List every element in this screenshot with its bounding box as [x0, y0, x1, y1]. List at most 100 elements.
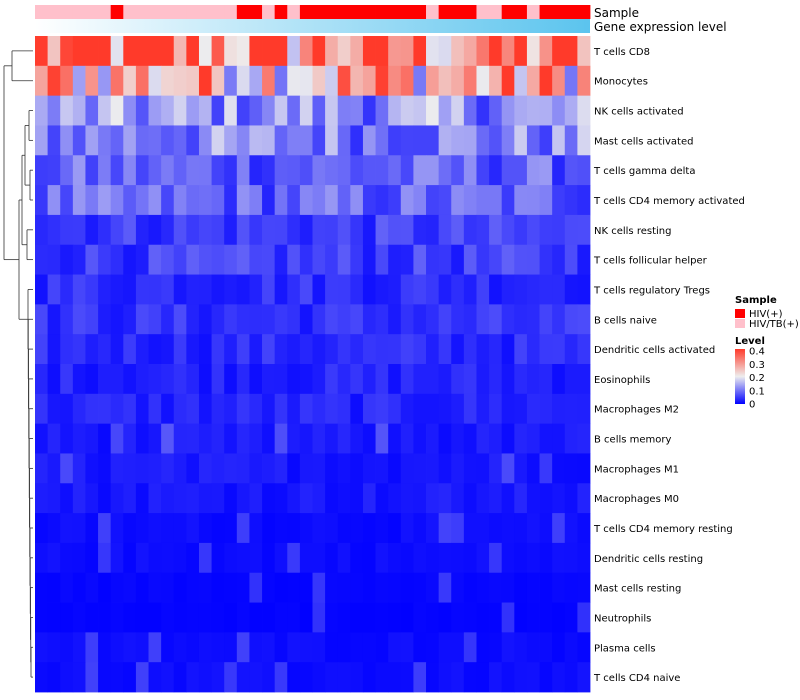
heatmap-cell: [224, 542, 238, 574]
heatmap-cell: [287, 95, 301, 126]
heatmap-cell: [198, 185, 212, 216]
heatmap-cell: [198, 334, 212, 365]
heatmap-cell: [110, 393, 124, 425]
heatmap-cell: [362, 483, 376, 514]
heatmap-cell: [148, 304, 162, 335]
heatmap-cell: [362, 364, 376, 395]
heatmap-cell: [110, 542, 124, 574]
heatmap-cell: [400, 453, 414, 484]
sample-annotation-cell: [514, 5, 528, 19]
heatmap-cell: [85, 244, 99, 275]
heatmap-cell: [224, 662, 238, 693]
heatmap-cell: [514, 244, 528, 275]
heatmap-cell: [161, 36, 175, 67]
heatmap-cell: [552, 662, 566, 693]
heatmap-cell: [463, 393, 477, 425]
heatmap-cell: [388, 274, 402, 305]
heatmap-cell: [564, 185, 578, 216]
heatmap-cell: [135, 95, 149, 126]
heatmap-cell: [47, 542, 61, 574]
legend-swatch-hiv-tb: [735, 319, 745, 328]
heatmap-cell: [476, 274, 490, 305]
heatmap-cell: [110, 244, 124, 275]
heatmap-cell: [438, 214, 452, 246]
heatmap-cell: [413, 214, 427, 246]
heatmap-cell: [60, 572, 74, 603]
heatmap-cell: [362, 65, 376, 97]
heatmap-cell: [98, 125, 112, 156]
heatmap-cell: [148, 334, 162, 365]
heatmap-cell: [173, 662, 187, 693]
heatmap-cell: [148, 364, 162, 395]
heatmap-cell: [552, 334, 566, 365]
heatmap-cell: [526, 572, 540, 603]
heatmap-cell: [148, 393, 162, 425]
heatmap-cell: [47, 453, 61, 484]
heatmap-cell: [526, 364, 540, 395]
heatmap-cell: [476, 393, 490, 425]
heatmap-cell: [186, 662, 200, 693]
heatmap-cell: [198, 36, 212, 67]
heatmap-cell: [501, 95, 515, 126]
heatmap-cell: [526, 304, 540, 335]
heatmap-cell: [60, 662, 74, 693]
heatmap-cell: [249, 632, 263, 663]
heatmap-cell: [211, 334, 225, 365]
heatmap-cell: [514, 304, 528, 335]
row-label: Eosinophils: [594, 375, 650, 386]
heatmap-cell: [72, 214, 86, 246]
heatmap-cell: [577, 274, 591, 305]
heatmap-cell: [110, 572, 124, 603]
heatmap-cell: [186, 632, 200, 663]
heatmap-cell: [577, 95, 591, 126]
heatmap-cell: [526, 602, 540, 633]
heatmap-cell: [274, 244, 288, 275]
sample-annotation-cell: [539, 5, 553, 19]
heatmap-cell: [198, 513, 212, 544]
heatmap-cell: [337, 364, 351, 395]
heatmap-cell: [173, 393, 187, 425]
heatmap-cell: [426, 95, 440, 126]
heatmap-cell: [526, 185, 540, 216]
heatmap-cell: [173, 185, 187, 216]
heatmap-cell: [413, 423, 427, 454]
heatmap-cell: [413, 572, 427, 603]
heatmap-cell: [514, 453, 528, 484]
heatmap-cell: [123, 274, 137, 305]
heatmap-cell: [211, 602, 225, 633]
heatmap-cell: [211, 632, 225, 663]
heatmap-cell: [274, 393, 288, 425]
heatmap-cell: [325, 453, 339, 484]
heatmap-cell: [463, 274, 477, 305]
heatmap-cell: [350, 662, 364, 693]
heatmap-cell: [198, 95, 212, 126]
heatmap-cell: [501, 483, 515, 514]
legend-label-hiv-tb: HIV/TB(+): [749, 319, 799, 330]
heatmap-cell: [426, 632, 440, 663]
heatmap-cell: [413, 483, 427, 514]
heatmap-cell: [47, 125, 61, 156]
heatmap-cell: [173, 542, 187, 574]
heatmap-cell: [72, 393, 86, 425]
heatmap-cell: [299, 393, 313, 425]
heatmap-cell: [173, 125, 187, 156]
heatmap-cell: [110, 214, 124, 246]
heatmap-cell: [312, 393, 326, 425]
heatmap-cell: [577, 334, 591, 365]
heatmap-cell: [249, 393, 263, 425]
heatmap-cell: [211, 36, 225, 67]
heatmap-cell: [489, 214, 503, 246]
heatmap-cell: [211, 393, 225, 425]
legend-level-title: Level: [735, 336, 765, 347]
heatmap-cell: [98, 36, 112, 67]
heatmap-cell: [274, 65, 288, 97]
heatmap-cell: [47, 334, 61, 365]
heatmap-cell: [463, 662, 477, 693]
heatmap-cell: [312, 125, 326, 156]
heatmap-cells: [35, 36, 591, 693]
heatmap-cell: [148, 662, 162, 693]
heatmap-cell: [337, 453, 351, 484]
heatmap-cell: [299, 662, 313, 693]
heatmap-cell: [388, 214, 402, 246]
row-label: Macrophages M2: [594, 405, 679, 416]
